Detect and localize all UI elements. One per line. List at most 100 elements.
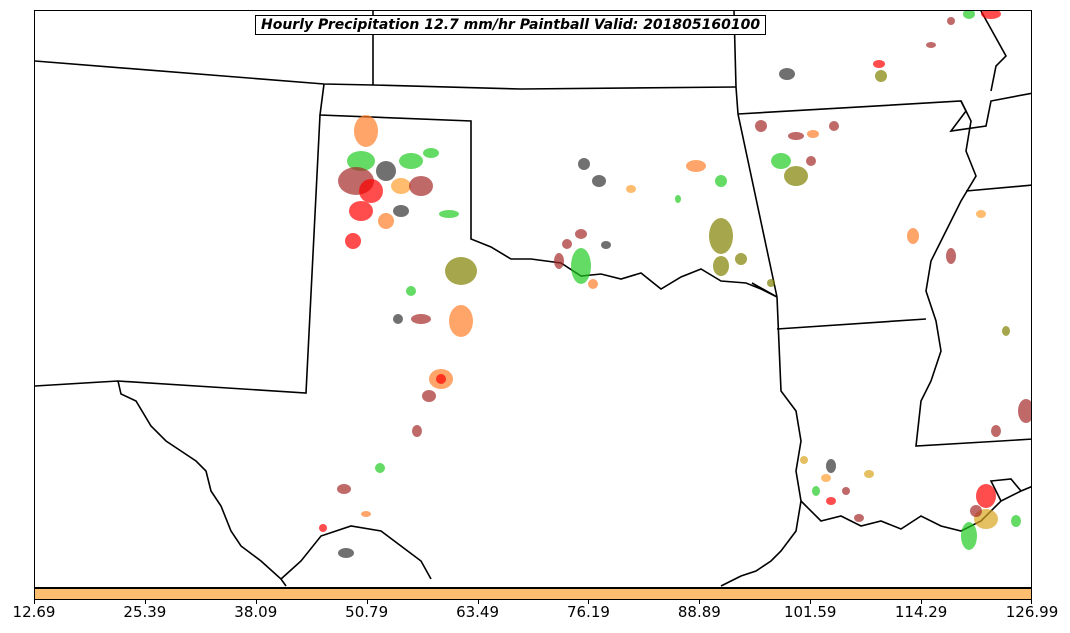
precip-blob [784,166,808,186]
colorbar-tick-label: 88.89 [677,603,721,621]
state-boundaries [35,11,1031,587]
precip-blob [361,511,371,517]
colorbar-tick-label: 101.59 [783,603,837,621]
precip-blob [345,233,361,249]
precip-blob [409,176,433,196]
precip-blob [1002,326,1010,336]
precip-blob [601,241,611,249]
colorbar-tick [144,600,146,604]
precip-blob [423,148,439,158]
precip-blob [378,213,394,229]
colorbar-tick [1031,600,1032,604]
precip-blob [788,132,804,140]
colorbar-tick-label: 12.69 [12,603,56,621]
precip-blob [826,459,836,473]
precip-blob [359,179,383,203]
precip-blob [873,60,885,68]
precip-blob [800,456,808,464]
colorbar-tick-label: 63.49 [456,603,500,621]
new-mexico-border [35,114,321,394]
precip-blob [926,42,936,48]
colorbar [34,588,1032,600]
precipitation-map [35,11,1031,587]
precip-blob [821,474,831,482]
precip-blob [715,175,727,187]
precip-blob [779,68,795,80]
precip-blob [375,463,385,473]
precip-blob [771,153,791,169]
map-title: Hourly Precipitation 12.7 mm/hr Paintbal… [255,15,767,35]
colorbar-tick [366,600,368,604]
precip-blob [592,175,606,187]
precip-blob [767,279,775,287]
precip-blob [970,505,982,517]
precip-blob [675,195,681,203]
precip-blob [422,390,436,402]
precip-blob [399,153,423,169]
precip-blob [976,210,986,218]
precip-blob [946,248,956,264]
precip-blob [864,470,874,478]
colorbar-tick-label: 76.19 [566,603,610,621]
precip-blob [349,201,373,221]
colorbar-tick [810,600,812,604]
precip-blob [854,514,864,522]
precip-blob [812,486,820,496]
precip-blob [338,548,354,558]
precip-blob [337,484,351,494]
precip-blob [393,205,409,217]
oklahoma-panhandle [319,83,778,298]
precip-blob [1018,399,1031,423]
precip-blob [376,161,396,181]
precip-blob [439,210,459,218]
colorbar-tick [588,600,590,604]
precip-blob [713,256,729,276]
precip-blob [449,305,473,337]
precip-blob [391,178,411,194]
precip-blob [578,158,590,170]
precip-blob [735,253,747,265]
colorbar-tick-label: 114.29 [894,603,948,621]
precip-blob [842,487,850,495]
precip-blob [963,11,975,19]
precip-blob [829,121,839,131]
precip-blob [807,130,819,138]
precip-blob [588,279,598,289]
precip-blob [411,314,431,324]
precip-blob [947,17,955,25]
precip-blob [709,218,733,254]
precip-blob [806,156,816,166]
precip-blob [445,257,477,285]
precip-blob [875,70,887,82]
precipitation-blobs [319,11,1031,558]
arkansas-south [776,318,927,330]
precip-blob [626,185,636,193]
colorado-kansas-line [35,60,737,90]
colorbar-tick-label: 38.09 [234,603,278,621]
precip-blob [554,253,564,269]
colorbar-tick-label: 50.79 [345,603,389,621]
map-panel [34,10,1032,588]
precip-blob [976,484,996,508]
precip-blob [571,248,591,284]
precip-blob [755,120,767,132]
precip-blob [393,314,403,324]
precip-blob [575,229,587,239]
colorbar-tick [699,600,701,604]
colorbar-tick-label: 25.39 [123,603,167,621]
precip-blob [981,11,1001,19]
precip-blob [436,374,446,384]
precip-blob [1011,515,1021,527]
precip-blob [961,522,977,550]
texas-border [117,380,287,587]
colorbar-tick [921,600,923,604]
colorbar-tick-label: 126.99 [1005,603,1059,621]
precip-blob [562,239,572,249]
precip-blob [412,425,422,437]
precip-blob [347,151,375,171]
precip-blob [826,497,836,505]
arkansas-north [737,92,1031,133]
colorbar-tick [255,600,257,604]
precip-blob [686,160,706,172]
precip-blob [991,425,1001,437]
